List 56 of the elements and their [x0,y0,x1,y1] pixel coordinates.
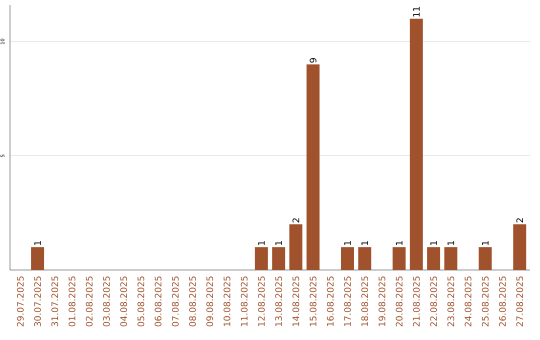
x-tick-label: 19.08.2025 [378,276,386,326]
data-label: 1 [361,241,368,245]
x-tick-label: 04.08.2025 [120,276,128,326]
x-tick-label: 13.08.2025 [275,276,282,326]
data-label: 1 [430,241,437,245]
x-tick-label: 16.08.2025 [326,276,334,326]
data-label: 2 [516,218,524,222]
bar [254,247,268,270]
x-tick-label: 21.08.2025 [412,276,420,326]
x-tick-label: 11.08.2025 [240,276,248,326]
data-label: 1 [34,241,41,245]
x-tick-label: 24.08.2025 [464,276,472,326]
data-label: 1 [275,241,282,245]
x-tick-label: 14.08.2025 [292,276,300,326]
x-tick-label: 01.08.2025 [68,276,76,326]
data-label: 1 [448,241,454,245]
x-tick-label: 02.08.2025 [86,276,93,326]
bar [410,18,423,270]
bar [392,247,406,270]
x-tick-label: 03.08.2025 [103,276,110,326]
bar [427,247,440,270]
x-tick-label: 06.08.2025 [154,276,162,326]
x-tick-label: 07.08.2025 [172,276,179,326]
x-tick-label: 26.08.2025 [499,276,506,326]
bar [358,247,372,270]
x-tick-label: 27.08.2025 [516,276,524,326]
x-tick-label: 31.07.2025 [51,276,58,326]
bar [444,247,458,270]
x-tick-label: 25.08.2025 [482,276,489,326]
x-tick-label: 22.08.2025 [430,276,437,326]
x-tick-label: 08.08.2025 [189,276,196,326]
bar [478,247,492,270]
x-tick-label: 05.08.2025 [137,276,144,326]
x-tick-label: 29.07.2025 [16,276,24,326]
bar [513,224,526,270]
bar [306,64,320,270]
bar [31,247,44,270]
data-label: 1 [396,241,402,245]
x-tick-label: 17.08.2025 [344,276,351,326]
bar [340,247,354,270]
data-label: 9 [310,58,316,63]
x-tick-label: 12.08.2025 [258,276,265,326]
data-label: 1 [344,241,351,245]
x-tick-label: 23.08.2025 [447,276,454,326]
x-tick-label: 18.08.2025 [361,276,368,326]
data-label: 1 [482,241,489,245]
x-tick-label: 30.07.2025 [34,276,41,326]
x-tick-label: 09.08.2025 [206,276,214,326]
data-label: 2 [292,218,300,222]
x-tick-label: 20.08.2025 [396,276,403,326]
bar [272,247,286,270]
bar [289,224,302,270]
data-label: 11 [413,6,420,17]
x-tick-label: 10.08.2025 [224,276,230,326]
data-label: 1 [258,241,265,245]
x-tick-label: 15.08.2025 [310,276,316,326]
